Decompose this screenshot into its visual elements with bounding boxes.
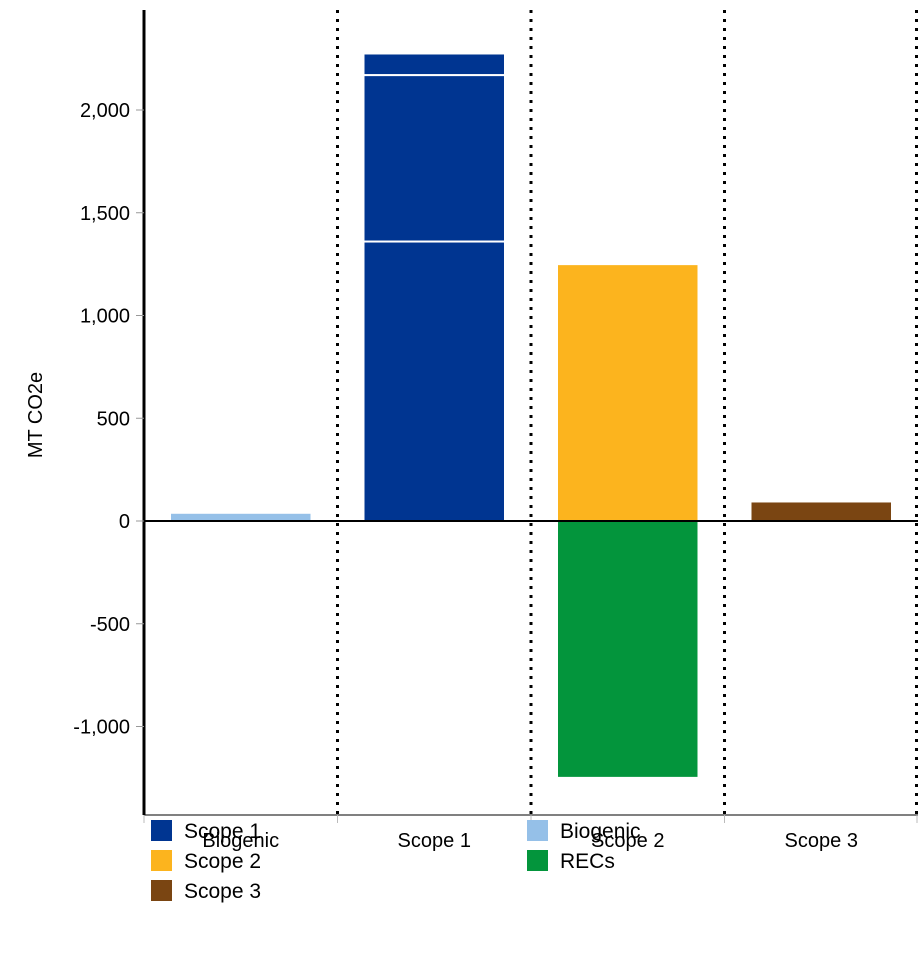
- y-tick-label: 1,500: [80, 203, 130, 225]
- x-tick-label: Scope 2: [591, 830, 664, 852]
- legend-label: Scope 3: [184, 880, 261, 903]
- legend-swatch: [527, 820, 548, 841]
- legend-label: Scope 1: [184, 820, 261, 843]
- legend-swatch: [151, 820, 172, 841]
- bar-segment-scope-1: [362, 74, 506, 243]
- bar-segment-scope-3: [749, 500, 893, 523]
- x-tick-label: Scope 1: [398, 830, 471, 852]
- legend-swatch: [151, 880, 172, 901]
- legend-label: RECs: [560, 850, 615, 873]
- bar-segment-scope-1: [362, 240, 506, 523]
- x-tick-label: Scope 3: [785, 830, 858, 852]
- legend-swatch: [527, 850, 548, 871]
- x-axis-ticks: Biogenic Scope 1 Scope 2 Scope 3: [143, 815, 918, 852]
- legend: Scope 1 Scope 2 Scope 3 Biogenic RECs: [151, 820, 641, 903]
- bar-segment-scope-2: [556, 263, 700, 522]
- y-tick-label: 500: [97, 408, 130, 430]
- x-tick-label: Biogenic: [202, 830, 279, 852]
- legend-label: Biogenic: [560, 820, 641, 843]
- y-tick-label: 2,000: [80, 100, 130, 122]
- y-tick-label: -500: [90, 614, 130, 636]
- y-axis-ticks: -1,000 -500 0 500 1,000 1,500 2,000: [73, 100, 144, 739]
- y-tick-label: -1,000: [73, 717, 130, 739]
- y-tick-label: 0: [119, 511, 130, 533]
- legend-label: Scope 2: [184, 850, 261, 873]
- y-axis-title: MT CO2e: [25, 372, 47, 458]
- bar-segment-biogenic: [169, 511, 313, 523]
- legend-swatch: [151, 850, 172, 871]
- bar-segment-recs: [556, 520, 700, 779]
- y-tick-label: 1,000: [80, 306, 130, 328]
- bar-segment-scope-1: [362, 52, 506, 77]
- bars: [169, 52, 893, 779]
